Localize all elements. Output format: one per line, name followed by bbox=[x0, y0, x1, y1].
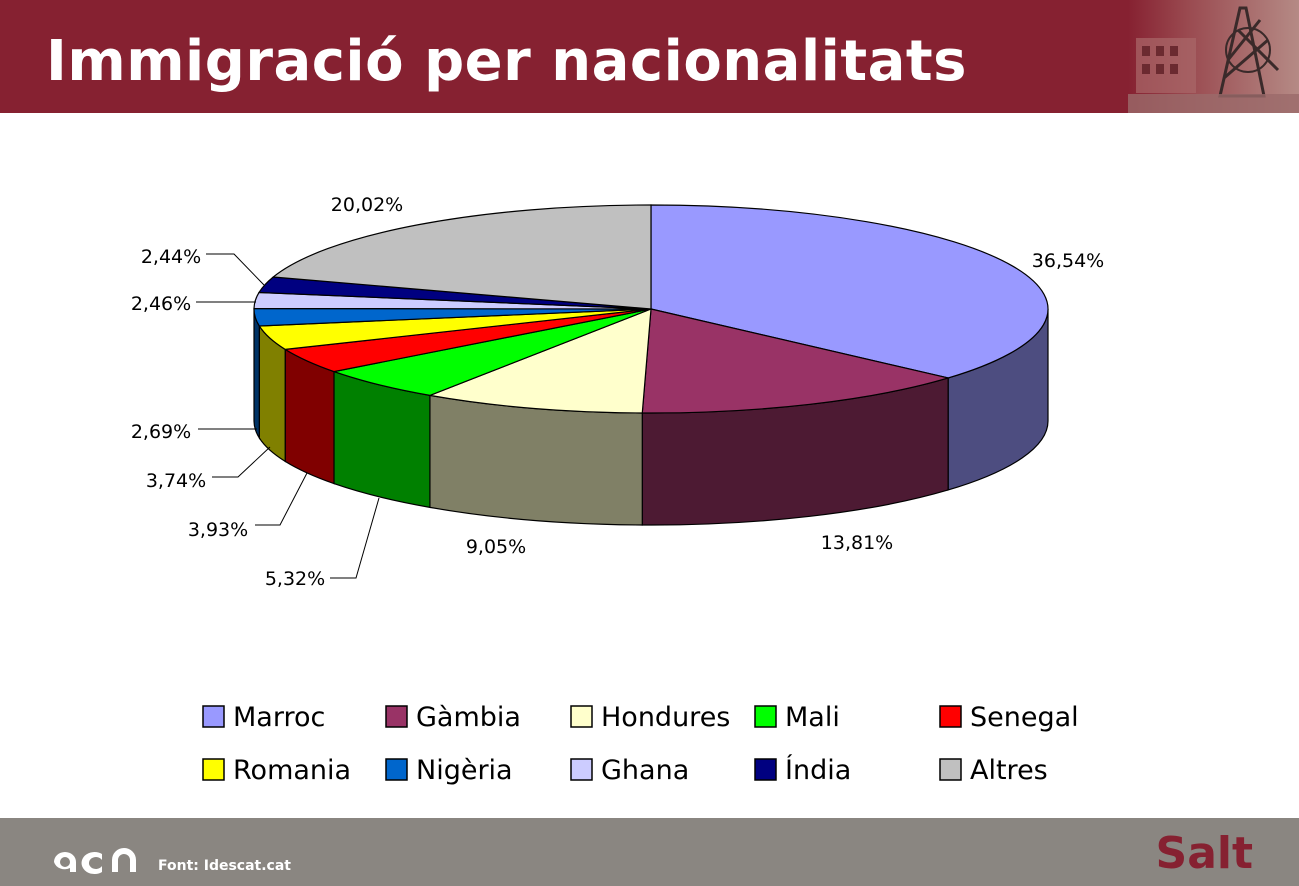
chart-legend: Marroc Gàmbia Hondures Mali Senegal Romania Ni… bbox=[202, 702, 1079, 786]
legend-item-nigèria: Nigèria bbox=[385, 755, 513, 786]
legend-label: Hondures bbox=[601, 702, 730, 733]
footer-bar: Font: Idescat.cat Salt bbox=[0, 818, 1299, 886]
data-label-ghana: 2,46% bbox=[131, 293, 191, 315]
pie-side-nigèria bbox=[253, 308, 260, 441]
legend-item-marroc: Marroc bbox=[202, 702, 325, 733]
legend-swatch bbox=[202, 758, 225, 781]
header-bar: Immigració per nacionalitats bbox=[0, 0, 1299, 113]
legend-label: Mali bbox=[785, 702, 840, 733]
legend-swatch bbox=[754, 758, 777, 781]
legend-swatch bbox=[754, 705, 777, 728]
pie-slice-hondures bbox=[427, 308, 652, 414]
data-label-romania: 3,74% bbox=[146, 470, 206, 492]
legend-item-hondures: Hondures bbox=[570, 702, 730, 733]
legend-item-índia: Índia bbox=[754, 754, 851, 786]
data-label-nigèria: 2,69% bbox=[131, 421, 191, 443]
legend-label: Gàmbia bbox=[416, 702, 521, 733]
legend-swatch bbox=[570, 758, 593, 781]
legend-swatch bbox=[385, 705, 408, 728]
data-label-senegal: 3,93% bbox=[188, 519, 248, 541]
legend-label: Senegal bbox=[970, 702, 1079, 733]
legend-label: Nigèria bbox=[416, 755, 513, 786]
legend-item-gàmbia: Gàmbia bbox=[385, 702, 521, 733]
legend-swatch bbox=[939, 705, 962, 728]
legend-swatch bbox=[385, 758, 408, 781]
legend-item-senegal: Senegal bbox=[939, 702, 1079, 733]
leader-lines bbox=[196, 253, 380, 579]
data-label-marroc: 36,54% bbox=[1032, 250, 1104, 272]
legend-label: Marroc bbox=[233, 702, 325, 733]
data-label-altres: 20,02% bbox=[331, 194, 403, 216]
pie-slice-marroc bbox=[650, 204, 1049, 379]
legend-item-ghana: Ghana bbox=[570, 755, 689, 786]
legend-swatch bbox=[570, 705, 593, 728]
pie-data-labels: 36,54% 13,81% 9,05% 5,32% 3,93% 3,74% 2,69% 2,4… bbox=[131, 194, 1104, 590]
pie-slice-altres bbox=[271, 204, 652, 310]
legend-label: Romania bbox=[233, 755, 351, 786]
legend-item-romania: Romania bbox=[202, 755, 351, 786]
town-name: Salt bbox=[1155, 828, 1254, 879]
legend-item-mali: Mali bbox=[754, 702, 840, 733]
page-title: Immigració per nacionalitats bbox=[46, 29, 967, 94]
leader-line bbox=[206, 253, 265, 286]
legend-item-altres: Altres bbox=[939, 755, 1048, 786]
pie-slices bbox=[253, 204, 1049, 526]
data-label-índia: 2,44% bbox=[141, 246, 201, 268]
leader-line bbox=[255, 472, 308, 526]
pie-side-hondures bbox=[429, 394, 643, 526]
leader-line bbox=[330, 497, 380, 579]
pie-chart: 36,54% 13,81% 9,05% 5,32% 3,93% 3,74% 2,69% 2,4… bbox=[131, 194, 1104, 786]
legend-swatch bbox=[939, 758, 962, 781]
source-note: Font: Idescat.cat bbox=[158, 858, 291, 874]
legend-label: Ghana bbox=[601, 755, 689, 786]
legend-swatch bbox=[202, 705, 225, 728]
acn-logo-icon bbox=[54, 848, 136, 874]
town-photo-image bbox=[1128, 0, 1299, 113]
data-label-gàmbia: 13,81% bbox=[821, 532, 893, 554]
data-label-hondures: 9,05% bbox=[466, 536, 526, 558]
leader-line bbox=[212, 446, 271, 478]
legend-label: Altres bbox=[970, 755, 1048, 786]
pie-slice-gàmbia bbox=[641, 308, 951, 414]
data-label-mali: 5,32% bbox=[265, 568, 325, 590]
legend-label: Índia bbox=[785, 754, 851, 786]
